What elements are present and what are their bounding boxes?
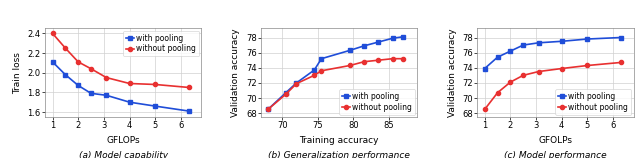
without pooling — [292, 83, 300, 85]
with pooling — [61, 74, 69, 76]
without pooling — [74, 61, 82, 63]
with pooling — [520, 44, 527, 46]
without pooling — [388, 58, 396, 60]
Line: with pooling: with pooling — [266, 35, 405, 111]
without pooling — [481, 108, 488, 110]
Legend: with pooling, without pooling: with pooling, without pooling — [556, 89, 631, 115]
without pooling — [535, 71, 543, 73]
with pooling — [584, 38, 591, 40]
with pooling — [346, 49, 354, 51]
with pooling — [151, 105, 159, 107]
Text: (b) Generalization performance: (b) Generalization performance — [268, 151, 410, 158]
without pooling — [49, 32, 56, 34]
with pooling — [87, 92, 95, 94]
without pooling — [102, 77, 110, 79]
without pooling — [520, 74, 527, 76]
X-axis label: GFLOPs: GFLOPs — [106, 136, 140, 145]
without pooling — [282, 93, 290, 95]
Legend: with pooling, without pooling: with pooling, without pooling — [339, 89, 415, 115]
with pooling — [617, 36, 625, 38]
X-axis label: GFOLPs: GFOLPs — [538, 136, 572, 145]
Y-axis label: Validation accuracy: Validation accuracy — [232, 28, 241, 117]
without pooling — [125, 82, 133, 84]
X-axis label: Training accuracy: Training accuracy — [300, 136, 379, 145]
without pooling — [360, 61, 368, 63]
with pooling — [481, 68, 488, 70]
Y-axis label: Train loss: Train loss — [13, 52, 22, 94]
with pooling — [74, 85, 82, 86]
with pooling — [399, 36, 407, 38]
Line: with pooling: with pooling — [51, 60, 191, 113]
without pooling — [151, 84, 159, 85]
with pooling — [558, 40, 566, 42]
without pooling — [617, 61, 625, 63]
without pooling — [399, 58, 407, 60]
with pooling — [535, 42, 543, 44]
with pooling — [282, 92, 290, 94]
with pooling — [292, 82, 300, 84]
with pooling — [125, 101, 133, 103]
with pooling — [493, 56, 501, 58]
Legend: with pooling, without pooling: with pooling, without pooling — [123, 31, 199, 56]
with pooling — [185, 110, 193, 112]
without pooling — [506, 81, 514, 83]
with pooling — [388, 37, 396, 39]
Text: (c) Model performance: (c) Model performance — [504, 151, 607, 158]
with pooling — [506, 50, 514, 52]
Line: without pooling: without pooling — [51, 31, 191, 90]
Line: without pooling: without pooling — [266, 57, 405, 111]
with pooling — [310, 69, 318, 71]
Y-axis label: Validation accuracy: Validation accuracy — [447, 28, 456, 117]
with pooling — [264, 108, 272, 110]
without pooling — [493, 92, 501, 94]
without pooling — [584, 65, 591, 67]
without pooling — [558, 68, 566, 70]
with pooling — [102, 94, 110, 96]
with pooling — [374, 41, 382, 43]
without pooling — [346, 65, 354, 67]
Line: with pooling: with pooling — [483, 35, 623, 71]
Line: without pooling: without pooling — [483, 60, 623, 111]
with pooling — [360, 45, 368, 47]
without pooling — [61, 47, 69, 49]
without pooling — [87, 68, 95, 70]
Text: (a) Model capability: (a) Model capability — [79, 151, 168, 158]
with pooling — [49, 61, 56, 63]
with pooling — [317, 58, 325, 60]
without pooling — [374, 59, 382, 61]
without pooling — [310, 74, 318, 76]
without pooling — [317, 70, 325, 72]
without pooling — [185, 86, 193, 88]
without pooling — [264, 108, 272, 110]
